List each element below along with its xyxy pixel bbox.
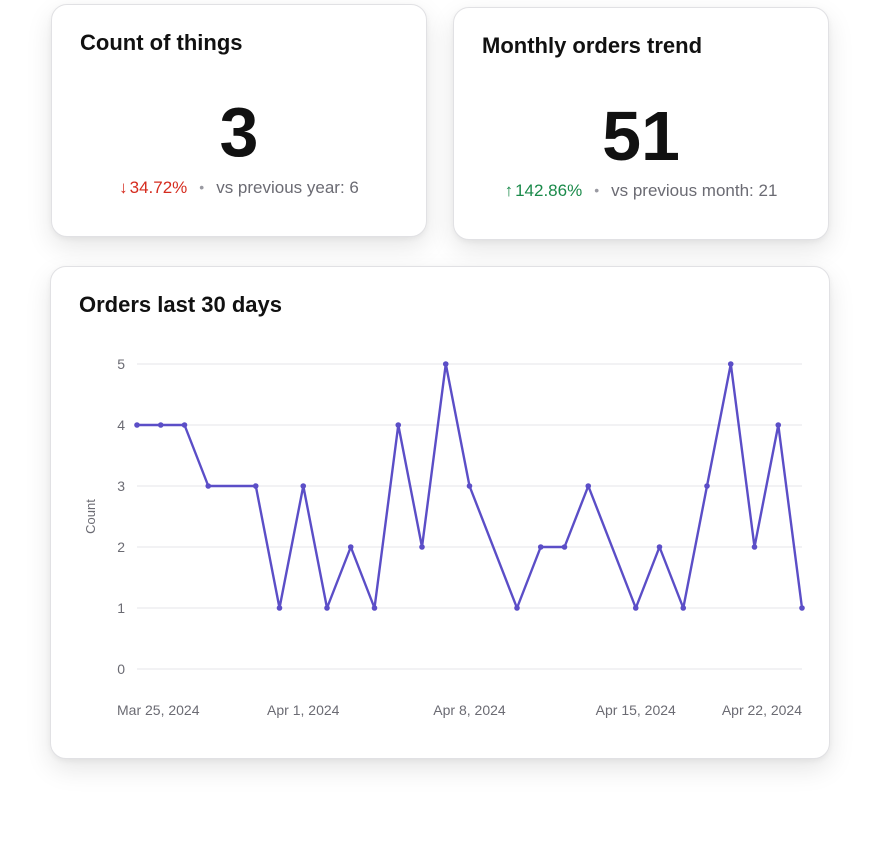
- data-point: [395, 422, 402, 428]
- data-point: [442, 361, 449, 367]
- data-point: [300, 483, 307, 489]
- data-point: [252, 483, 259, 489]
- arrow-up-icon: ↑: [504, 181, 514, 200]
- data-point: [324, 605, 330, 611]
- data-point: [205, 483, 212, 489]
- delta-change: ↓ 34.72%: [119, 178, 187, 197]
- data-point: [704, 483, 710, 489]
- comparison-text: vs previous year: 6: [216, 178, 359, 197]
- monthly-orders-trend-card: Monthly orders trend 51 ↑ 142.86% • vs prev…: [453, 7, 829, 240]
- delta-change: ↑ 142.86%: [505, 181, 583, 200]
- data-point: [157, 422, 164, 428]
- y-tick-label: 5: [117, 356, 125, 372]
- data-point: [537, 544, 544, 550]
- delta-row: ↑ 142.86% • vs previous month: 21: [454, 181, 828, 201]
- data-point: [181, 422, 188, 428]
- card-title: Monthly orders trend: [482, 33, 703, 58]
- data-point: [799, 605, 805, 611]
- y-tick-label: 3: [117, 478, 125, 494]
- data-point: [371, 605, 378, 611]
- y-tick-label: 1: [117, 600, 125, 616]
- x-tick-label: Apr 15, 2024: [596, 702, 676, 718]
- data-point: [466, 483, 473, 489]
- data-point: [680, 605, 687, 611]
- y-axis-title: Count: [83, 499, 98, 534]
- card-title: Count of things: [80, 30, 243, 55]
- delta-percent: 34.72%: [129, 178, 188, 197]
- x-tick-label: Apr 8, 2024: [433, 702, 506, 718]
- data-point: [751, 544, 758, 550]
- arrow-down-icon: ↓: [119, 178, 128, 197]
- x-tick-label: Apr 22, 2024: [722, 702, 802, 718]
- data-point: [276, 605, 283, 611]
- comparison-text: vs previous month: 21: [611, 181, 778, 200]
- y-tick-label: 0: [117, 661, 125, 677]
- y-tick-label: 4: [117, 417, 125, 433]
- series-line: [137, 362, 804, 610]
- data-point: [514, 605, 520, 611]
- data-point: [134, 422, 140, 428]
- orders-chart-card: Orders last 30 days 0 1 2 3 4 5 Mar 25, 2024 Ap…: [50, 266, 830, 759]
- y-tick-label: 2: [117, 539, 125, 555]
- data-point: [656, 544, 663, 550]
- count-of-things-card: Count of things 3 ↓ 34.72% • vs previous ye…: [51, 4, 427, 237]
- separator-dot: •: [594, 182, 600, 198]
- x-tick-label: Apr 1, 2024: [267, 702, 340, 718]
- metric-value: 3: [219, 93, 259, 171]
- data-point: [585, 483, 592, 489]
- metric-value: 51: [602, 97, 680, 175]
- data-point: [561, 544, 568, 550]
- delta-row: ↓ 34.72% • vs previous year: 6: [52, 178, 426, 198]
- orders-line-chart: 0 1 2 3 4 5 Mar 25, 2024 Apr 1, 2024 Apr 8, 2024…: [83, 356, 805, 718]
- data-point: [632, 605, 639, 611]
- separator-dot: •: [199, 179, 205, 195]
- data-point: [775, 422, 782, 428]
- delta-percent: 142.86%: [515, 181, 583, 200]
- x-tick-label: Mar 25, 2024: [117, 702, 200, 718]
- data-point: [347, 544, 354, 550]
- data-point: [727, 361, 734, 367]
- chart-title: Orders last 30 days: [79, 292, 283, 317]
- data-point: [419, 544, 425, 550]
